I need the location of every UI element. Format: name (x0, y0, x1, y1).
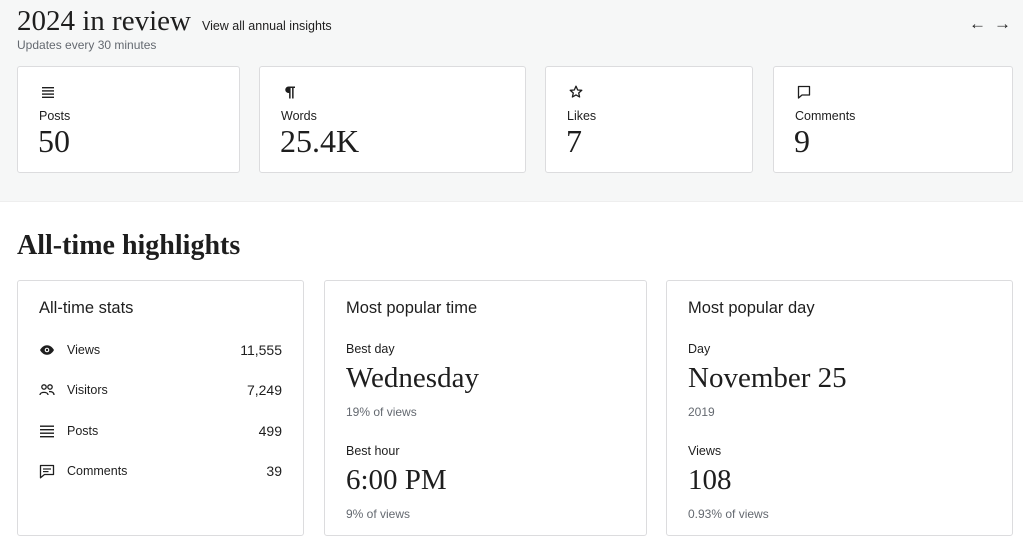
stat-row-visitors: Visitors 7,249 (39, 380, 282, 400)
star-icon (569, 85, 583, 98)
title-row: 2024 in review View all annual insights (17, 5, 332, 38)
stat-value: 7,249 (246, 382, 282, 398)
posts-icon (42, 87, 54, 98)
panel-title: Most popular day (688, 299, 815, 317)
day-label: Day (688, 342, 711, 356)
stat-label: Visitors (67, 383, 108, 397)
stat-value: 499 (258, 423, 282, 439)
stat-value: 11,555 (240, 342, 282, 358)
posts-summary-card: Posts 50 (17, 66, 240, 173)
panel-title: All-time stats (39, 299, 134, 317)
stat-label: Views (67, 343, 101, 357)
stat-label: Comments (67, 464, 128, 478)
likes-summary-card: Likes 7 (545, 66, 753, 173)
people-icon (39, 382, 57, 398)
views-label: Views (688, 444, 722, 458)
card-value: 7 (566, 123, 582, 159)
day-value: November 25 (688, 362, 847, 394)
card-label: Comments (795, 109, 856, 123)
highlights-title: All-time highlights (17, 230, 241, 261)
comments-summary-card: Comments 9 (773, 66, 1013, 173)
page-title: 2024 in review (17, 5, 191, 37)
annual-insights-section: 2024 in review View all annual insights … (0, 0, 1023, 202)
view-annual-insights-link[interactable]: View all annual insights (201, 19, 332, 33)
all-time-stats-panel: All-time stats Views 11,555 Visitors 7,2… (17, 280, 304, 536)
card-label: Words (281, 109, 317, 123)
card-label: Posts (39, 109, 71, 123)
paragraph-icon (285, 86, 295, 99)
views-percentage: 0.93% of views (688, 507, 769, 521)
best-hour-percentage: 9% of views (346, 507, 411, 521)
comment-icon (797, 85, 811, 99)
card-value: 9 (794, 123, 810, 159)
most-popular-day-panel: Most popular day Day November 25 2019 Vi… (666, 280, 1013, 536)
stat-row-posts: Posts 499 (39, 421, 282, 441)
comment-icon (39, 463, 57, 479)
best-hour-value: 6:00 PM (346, 464, 447, 496)
panel-title: Most popular time (346, 299, 478, 317)
eye-icon (39, 342, 57, 358)
update-frequency-text: Updates every 30 minutes (17, 38, 157, 52)
card-label: Likes (567, 109, 597, 123)
most-popular-time-panel: Most popular time Best day Wednesday 19%… (324, 280, 647, 536)
stat-row-comments: Comments 39 (39, 461, 282, 481)
next-year-arrow-icon[interactable]: → (994, 14, 1011, 33)
stat-row-views: Views 11,555 (39, 340, 282, 360)
previous-year-arrow-icon[interactable]: ← (969, 14, 986, 33)
stat-value: 39 (266, 463, 282, 479)
best-day-percentage: 19% of views (346, 405, 417, 419)
card-value: 25.4K (280, 123, 360, 159)
stat-label: Posts (67, 424, 99, 438)
year-navigation: ← → (969, 14, 1011, 34)
day-year: 2019 (688, 405, 715, 419)
card-value: 50 (38, 123, 70, 159)
posts-icon (39, 423, 57, 439)
best-day-label: Best day (346, 342, 395, 356)
views-value: 108 (688, 464, 732, 496)
words-summary-card: Words 25.4K (259, 66, 526, 173)
best-day-value: Wednesday (346, 362, 479, 394)
best-hour-label: Best hour (346, 444, 400, 458)
